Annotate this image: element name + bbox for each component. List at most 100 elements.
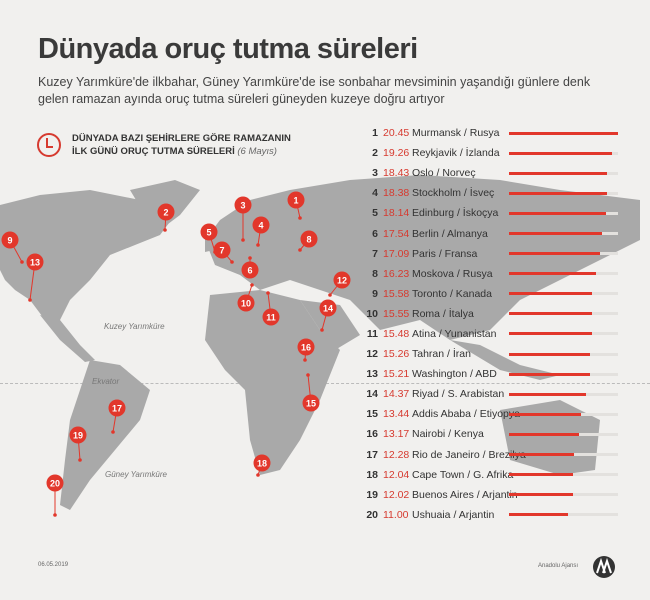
bar-track [509, 392, 618, 396]
city-marker: 11 [262, 291, 280, 326]
marker-number: 18 [257, 459, 267, 469]
fasting-time: 15.26 [383, 348, 410, 361]
fasting-time: 14.37 [383, 388, 410, 401]
footer-agency: Anadolu Ajansı [538, 563, 579, 569]
bar-track [509, 171, 618, 175]
bar-track [509, 292, 618, 296]
fasting-time: 16.23 [383, 267, 410, 280]
fasting-time: 18.14 [383, 207, 410, 220]
rank: 14 [366, 388, 378, 401]
bar-track [509, 312, 618, 316]
bar-fill [509, 232, 603, 236]
bar-track [509, 272, 618, 276]
city-row: 14 14.37 Riyad / S. Arabistan [362, 384, 618, 404]
bar-track [509, 232, 618, 236]
city-row: 6 17.54 Berlin / Almanya [362, 223, 618, 243]
city-row: 1 20.45 Murmansk / Rusya [362, 123, 618, 143]
fasting-time: 15.48 [383, 327, 410, 340]
fasting-time: 20.45 [383, 127, 410, 140]
city-name: Reykjavik / İzlanda [412, 147, 500, 160]
rank: 5 [372, 207, 378, 220]
bar-fill [509, 171, 608, 175]
label-north-hemisphere: Kuzey Yarımküre [104, 322, 165, 331]
continents [0, 175, 640, 510]
bar-track [509, 493, 618, 497]
australia [500, 400, 600, 475]
city-name: Toronto / Kanada [412, 287, 492, 300]
city-name: Washington / ABD [412, 368, 497, 381]
city-marker: 20 [46, 474, 64, 517]
legend-line1: DÜNYADA BAZI ŞEHİRLERE GÖRE RAMAZANIN [72, 133, 291, 144]
city-marker: 19 [69, 426, 87, 462]
bar-fill [509, 252, 601, 256]
city-row: 15 13.44 Addis Ababa / Etiyopya [362, 404, 618, 424]
marker-number: 5 [206, 228, 211, 238]
rank: 2 [372, 147, 378, 160]
marker-number: 11 [266, 313, 276, 323]
bar-fill [509, 392, 586, 396]
bar-track [509, 432, 618, 436]
city-marker: 17 [108, 399, 126, 434]
bar-fill [509, 493, 574, 497]
marker-number: 10 [241, 299, 251, 309]
bar-track [509, 191, 618, 195]
fasting-time: 15.58 [383, 287, 410, 300]
city-name: Rio de Janeiro / Brezilya [412, 448, 526, 461]
page-title: Dünyada oruç tutma süreleri [38, 33, 418, 65]
marker-number: 6 [247, 266, 252, 276]
rank: 20 [366, 508, 378, 521]
city-row: 16 13.17 Nairobi / Kenya [362, 424, 618, 444]
bar-track [509, 513, 618, 517]
rank: 10 [366, 307, 378, 320]
bar-track [509, 332, 618, 336]
fasting-time: 12.04 [383, 468, 410, 481]
marker-number: 19 [73, 431, 83, 441]
city-row: 2 19.26 Reykjavik / İzlanda [362, 143, 618, 163]
city-marker: 18 [253, 454, 271, 477]
fasting-time: 15.21 [383, 368, 410, 381]
city-name: Berlin / Almanya [412, 227, 488, 240]
city-marker: 15 [302, 373, 320, 412]
bar-fill [509, 513, 568, 517]
bar-fill [509, 332, 592, 336]
city-row: 9 15.58 Toronto / Kanada [362, 284, 618, 304]
fasting-time: 17.54 [383, 227, 410, 240]
city-row: 18 12.04 Cape Town / G. Afrika [362, 465, 618, 485]
city-name: Moskova / Rusya [412, 267, 493, 280]
bar-fill [509, 372, 591, 376]
fasting-time: 13.44 [383, 408, 410, 421]
city-marker: 3 [234, 196, 252, 242]
city-name: Buenos Aires / Arjantin [412, 488, 518, 501]
city-marker: 13 [26, 253, 44, 302]
city-marker: 4 [252, 216, 270, 247]
city-name: Murmansk / Rusya [412, 127, 500, 140]
bar-fill [509, 412, 581, 416]
marker-number: 20 [50, 479, 60, 489]
fasting-time: 11.00 [383, 508, 409, 521]
bar-fill [509, 352, 591, 356]
bar-track [509, 352, 618, 356]
rank: 4 [372, 187, 378, 200]
city-row: 17 12.28 Rio de Janeiro / Brezilya [362, 445, 618, 465]
agency-logo [593, 556, 615, 578]
europe-asia [205, 175, 640, 340]
city-name: Addis Ababa / Etiyopya [412, 408, 520, 421]
marker-number: 3 [240, 201, 245, 211]
city-marker: 1 [287, 191, 305, 220]
city-ranking-list: 1 20.45 Murmansk / Rusya 2 19.26 Reykjavik / … [362, 123, 618, 525]
city-name: Oslo / Norveç [412, 167, 476, 180]
city-row: 4 18.38 Stockholm / İsveç [362, 183, 618, 203]
fasting-time: 18.38 [383, 187, 410, 200]
city-row: 5 18.14 Edinburg / İskoçya [362, 203, 618, 223]
bar-track [509, 252, 618, 256]
city-name: Riyad / S. Arabistan [412, 388, 505, 401]
marker-number: 4 [258, 221, 263, 231]
bar-track [509, 372, 618, 376]
city-name: Atina / Yunanistan [412, 327, 497, 340]
rank: 18 [366, 468, 378, 481]
city-marker: 6 [241, 256, 259, 279]
city-name: Stockholm / İsveç [412, 187, 495, 200]
city-marker: 7 [213, 241, 234, 264]
city-name: Nairobi / Kenya [412, 428, 484, 441]
rank: 8 [372, 267, 378, 280]
